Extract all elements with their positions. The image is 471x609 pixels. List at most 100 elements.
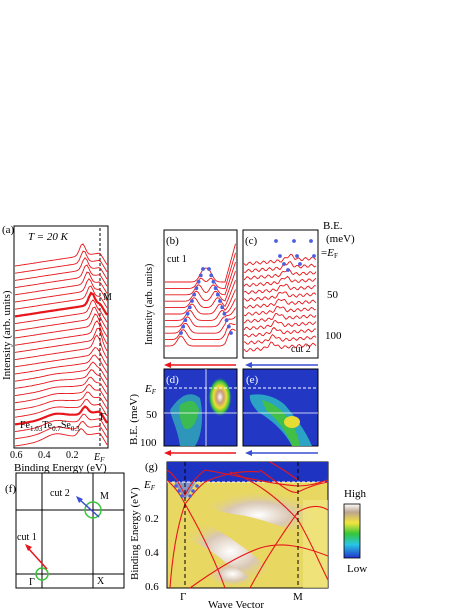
- cut2-arrowhead-c: [245, 362, 252, 368]
- cut1-arrow-f: [27, 547, 48, 570]
- spectrum-curve: [243, 341, 317, 353]
- spectrum-curve: [14, 285, 108, 310]
- panel-e-label: (e): [246, 374, 259, 386]
- panel-g-intensity-right: [303, 500, 328, 588]
- panel-d: (d) EF 50 100 B.E. (meV): [128, 368, 238, 456]
- spectrum-curve: [14, 320, 108, 346]
- band-dot: [180, 494, 184, 498]
- cut1-arrowhead-b: [164, 362, 171, 368]
- cut2-label-c: cut 2: [291, 344, 311, 355]
- peak-dot: [192, 292, 197, 297]
- spectrum-curve: [165, 289, 236, 315]
- spectrum-curve: [14, 250, 108, 274]
- spectrum-curve: [243, 305, 317, 317]
- be-legend-title: B.E.: [323, 220, 343, 232]
- peak-dot: [286, 268, 290, 272]
- panel-g-xtick-M: M: [293, 591, 303, 603]
- band-3: [184, 503, 226, 589]
- spectrum-curve: [243, 319, 317, 331]
- peak-dot: [196, 279, 201, 284]
- band-9: [189, 544, 329, 589]
- spectrum-curve: [243, 275, 317, 288]
- spectrum-curve: [14, 291, 108, 318]
- panel-f: (f) cut 1 cut 2 M Γ X: [5, 472, 125, 589]
- X-label-f: X: [97, 576, 105, 587]
- spectrum-curve: [14, 420, 108, 440]
- band-10: [269, 461, 299, 481]
- fermi-pocket-gamma: [35, 567, 49, 581]
- spectrum-curve: [165, 280, 236, 309]
- panel-b-ylabel: Intensity (arb. units): [144, 264, 155, 345]
- panel-b: (b) cut 1 Intensity (arb. units): [144, 229, 238, 368]
- spectrum-curve: [243, 283, 317, 295]
- band-2: [166, 471, 261, 505]
- spectrum-curve: [14, 243, 108, 267]
- peak-dot: [295, 254, 299, 258]
- panel-f-label: (f): [5, 483, 16, 495]
- panel-a-frame: [13, 225, 109, 449]
- band-dot: [177, 489, 181, 493]
- panel-d-hotspot: [208, 377, 232, 417]
- colorbar-low: Low: [347, 563, 367, 575]
- peak-dot: [190, 299, 194, 303]
- panel-g-label: (g): [145, 461, 158, 473]
- panel-g-ytick-0.4: 0.4: [145, 547, 159, 559]
- peak-dot: [278, 254, 282, 258]
- panel-e: (e): [242, 368, 319, 456]
- temperature-label: T = 20 K: [28, 231, 69, 243]
- peak-dot: [213, 286, 218, 291]
- band-dot: [191, 489, 195, 493]
- panel-c: (c) cut 2: [242, 229, 319, 368]
- spectrum-curve: [14, 354, 108, 375]
- peak-dot: [222, 311, 227, 316]
- colorbar-gradient: [343, 503, 361, 559]
- spectrum-curve: [14, 398, 108, 418]
- peak-dot: [211, 279, 216, 284]
- peak-dots-b: [179, 267, 233, 335]
- cut2-label-f: cut 2: [50, 488, 70, 499]
- spectrum-curve: [14, 334, 108, 361]
- panel-e-band-core: [262, 400, 300, 446]
- spectrum-curve: [243, 326, 317, 338]
- spectrum-curve: [14, 346, 108, 368]
- panel-g-ytick-0.6: 0.6: [145, 581, 159, 593]
- panel-g-dots: [174, 484, 199, 498]
- peak-dot: [209, 273, 214, 278]
- spectrum-curve: [165, 252, 236, 289]
- spectrum-curve: [165, 316, 236, 334]
- peak-dot: [207, 267, 211, 271]
- be-legend-100: 100: [325, 330, 342, 342]
- spectrum-curve: [14, 405, 108, 426]
- spectrum-curve: [14, 327, 108, 353]
- xtick-0.2: 0.2: [66, 450, 79, 461]
- xtick-0.4: 0.4: [38, 450, 51, 461]
- cut1-label-b: cut 1: [167, 254, 187, 265]
- colorbar-high: High: [344, 488, 367, 500]
- marker-gamma-a: Γ: [100, 412, 106, 423]
- spectrum-curve: [14, 256, 108, 281]
- band-1: [166, 469, 206, 497]
- peak-dot: [220, 305, 225, 310]
- panel-d-label: (d): [166, 374, 179, 386]
- fermi-pocket-M: [84, 501, 102, 519]
- band-4: [169, 503, 186, 589]
- panel-g-ytick-ef: EF: [143, 479, 156, 492]
- spectrum-curve: [165, 307, 236, 328]
- spectrum-curve: [14, 299, 108, 325]
- peak-dots-c: [274, 239, 316, 272]
- spectrum-curve: [165, 261, 236, 296]
- panel-g-ylabel: Binding Energy (eV): [129, 487, 141, 580]
- peak-dot: [179, 331, 183, 335]
- mdc-curves-b: [165, 243, 236, 347]
- panel-a: (a) T = 20 K M Γ Fe1.03Te0.7Se0.3 Intens…: [1, 224, 112, 474]
- spectrum-curve: [243, 291, 317, 302]
- panel-e-spot: [284, 416, 300, 428]
- peak-dot: [226, 324, 231, 329]
- be-legend-ef: =EF: [321, 247, 338, 260]
- spectrum-curve: [243, 253, 317, 266]
- panel-g-ytick-0.2: 0.2: [145, 513, 159, 525]
- band-dot: [188, 494, 192, 498]
- panel-g-xlabel: Wave Vector: [208, 599, 264, 609]
- spectrum-curve: [14, 428, 108, 447]
- cut2-arrowhead-e: [245, 450, 252, 456]
